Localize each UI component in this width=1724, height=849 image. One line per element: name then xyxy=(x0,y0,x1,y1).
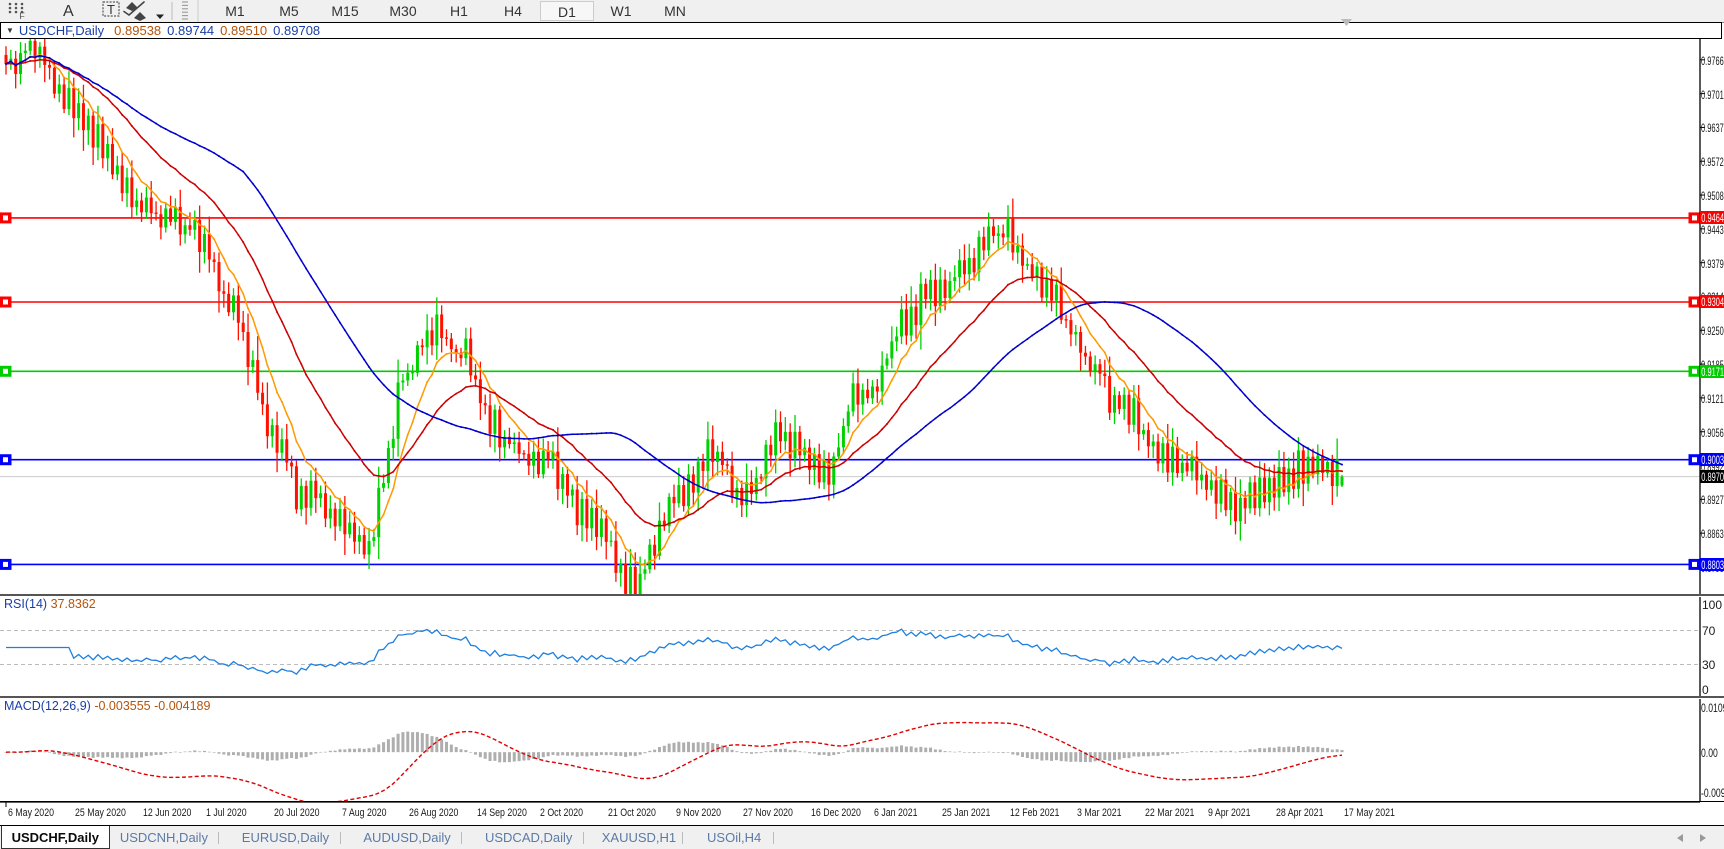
svg-text:A: A xyxy=(63,3,74,20)
svg-text:F: F xyxy=(19,11,25,21)
svg-text:T: T xyxy=(107,2,115,17)
